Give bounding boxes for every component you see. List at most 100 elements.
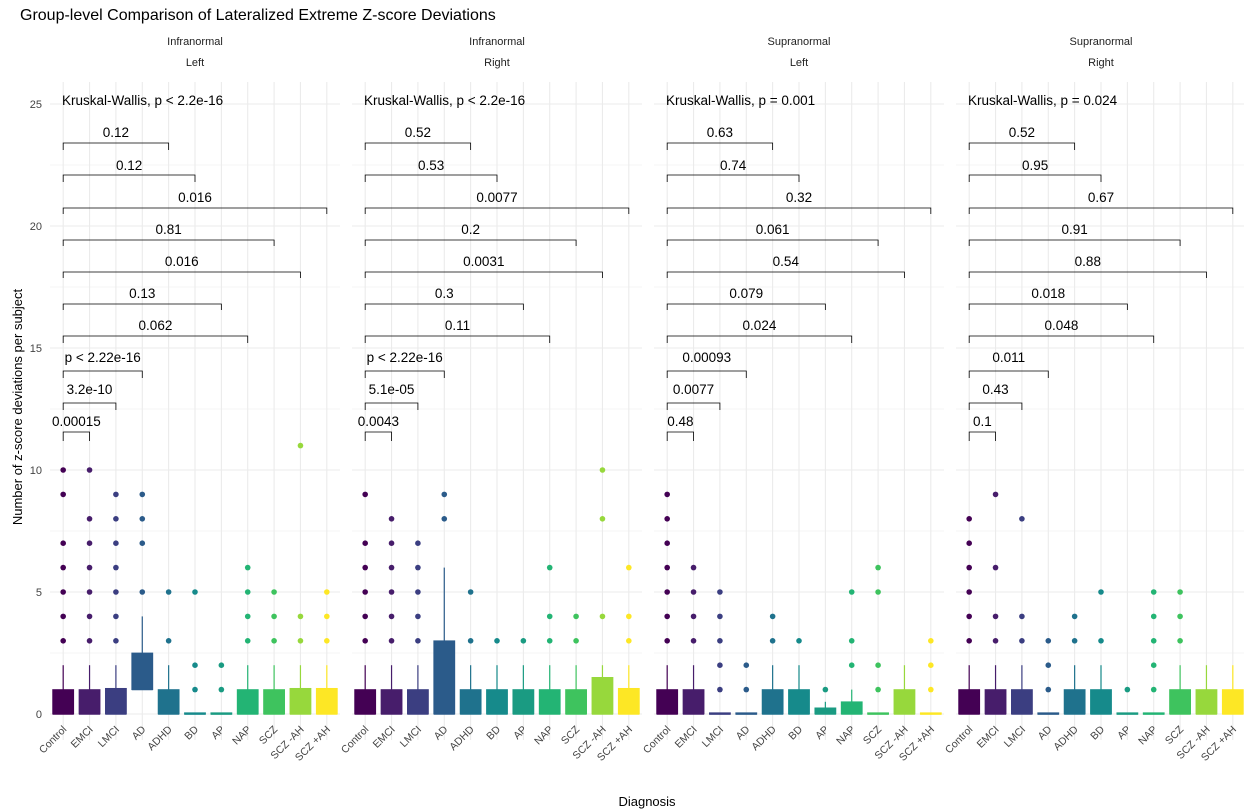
outlier-point: [113, 613, 119, 620]
outlier-point: [60, 589, 66, 595]
box-scz-ah: [617, 564, 640, 715]
comparison-bracket: [62, 271, 301, 278]
x-tick-label: NAP: [1136, 724, 1160, 748]
box-body: [788, 689, 810, 715]
comparison-p-value: 0.32: [786, 190, 812, 205]
outlier-point: [690, 589, 697, 595]
box-scz-ah: [1195, 665, 1218, 715]
outlier-point: [388, 564, 395, 571]
kruskal-wallis-label: Kruskal-Wallis, p = 0.024: [968, 93, 1118, 108]
y-tick-label: 10: [30, 465, 42, 477]
comparison-bracket: [666, 271, 905, 278]
box-ap: [512, 638, 535, 715]
box-body: [131, 652, 154, 690]
outlier-point: [1150, 589, 1157, 595]
comparison-bracket: [968, 303, 1128, 310]
outlier-point: [546, 613, 553, 620]
outlier-point: [218, 686, 225, 693]
comparison-p-value: 0.52: [405, 125, 431, 140]
x-tick-label: LMCI: [700, 724, 726, 750]
comparison-p-value: 0.1: [973, 414, 992, 429]
outlier-point: [324, 613, 330, 620]
outlier-point: [664, 516, 670, 522]
comparison-bracket: [364, 271, 603, 278]
outlier-point: [60, 540, 66, 546]
comparison-p-value: 0.024: [743, 318, 777, 333]
outlier-point: [928, 686, 934, 693]
x-tick-label: BD: [182, 723, 201, 742]
outlier-point: [297, 638, 304, 644]
outlier-point: [1019, 638, 1025, 644]
comparison-p-value: 0.062: [139, 318, 173, 333]
box-body: [263, 689, 285, 715]
outlier-point: [769, 613, 776, 620]
comparison-p-value: 0.0077: [673, 382, 714, 397]
box-body: [591, 677, 614, 715]
facet-strip-label: Right: [484, 57, 510, 69]
x-tick-label: LMCI: [96, 724, 122, 750]
outlier-point: [1150, 662, 1157, 668]
comparison-p-value: p < 2.22e-16: [65, 350, 141, 365]
outlier-point: [218, 662, 225, 668]
box-adhd: [761, 613, 784, 715]
comparison-bracket: [364, 207, 630, 214]
box-bd: [1090, 589, 1112, 715]
comparison-p-value: 0.88: [1075, 254, 1101, 269]
comparison-bracket: [968, 142, 1076, 150]
x-tick-label: ADHD: [145, 723, 175, 753]
comparison-bracket: [364, 431, 392, 441]
comparison-p-value: p < 2.22e-16: [367, 350, 443, 365]
outlier-point: [1150, 613, 1157, 620]
comparison-bracket: [968, 207, 1234, 214]
outlier-point: [573, 638, 579, 644]
box-scz-ah: [893, 665, 916, 715]
box-control: [52, 467, 75, 715]
x-tick-label: ADHD: [749, 723, 779, 753]
y-axis-ticks: 0 5 10 15 20 25: [30, 99, 42, 721]
x-tick-label: Control: [943, 724, 975, 756]
outlier-point: [86, 467, 93, 473]
comparison-bracket: [364, 335, 551, 343]
box-body: [814, 707, 837, 715]
box-body: [893, 689, 916, 715]
outlier-point: [165, 589, 172, 595]
outlier-point: [494, 638, 500, 644]
outlier-point: [1124, 686, 1131, 693]
x-tick-label: AP: [1115, 724, 1133, 742]
box-body: [354, 689, 377, 715]
comparison-p-value: 0.81: [155, 222, 181, 237]
comparison-p-value: 0.52: [1009, 125, 1035, 140]
outlier-point: [86, 540, 93, 546]
outlier-point: [1150, 638, 1157, 644]
kruskal-wallis-label: Kruskal-Wallis, p = 0.001: [666, 93, 815, 108]
box-body: [565, 689, 587, 715]
box-nap: [538, 564, 561, 715]
comparison-bracket: [62, 402, 117, 410]
outlier-point: [113, 540, 119, 546]
facet-strip-label: Supranormal: [768, 36, 831, 48]
outlier-point: [113, 491, 119, 498]
y-tick-label: 20: [30, 221, 42, 233]
outlier-point: [113, 564, 119, 571]
comparison-p-value: 0.011: [992, 350, 1025, 365]
box-scz-ah: [315, 589, 338, 715]
outlier-point: [848, 662, 855, 668]
box-body: [1063, 689, 1086, 715]
outlier-point: [388, 540, 395, 546]
outlier-point: [192, 686, 198, 693]
comparison-p-value: 0.00015: [52, 414, 101, 429]
x-tick-label: ADHD: [447, 723, 477, 753]
outlier-point: [717, 638, 723, 644]
outlier-point: [60, 467, 66, 473]
comparison-bracket: [666, 207, 932, 214]
comparison-bracket: [666, 239, 879, 246]
box-ap: [210, 662, 233, 715]
x-tick-label: AD: [130, 723, 149, 742]
comparison-bracket: [364, 370, 445, 378]
x-tick-label: Control: [37, 724, 69, 756]
outlier-point: [966, 516, 972, 522]
box-body: [289, 687, 312, 715]
x-tick-label: EMCI: [69, 724, 96, 751]
